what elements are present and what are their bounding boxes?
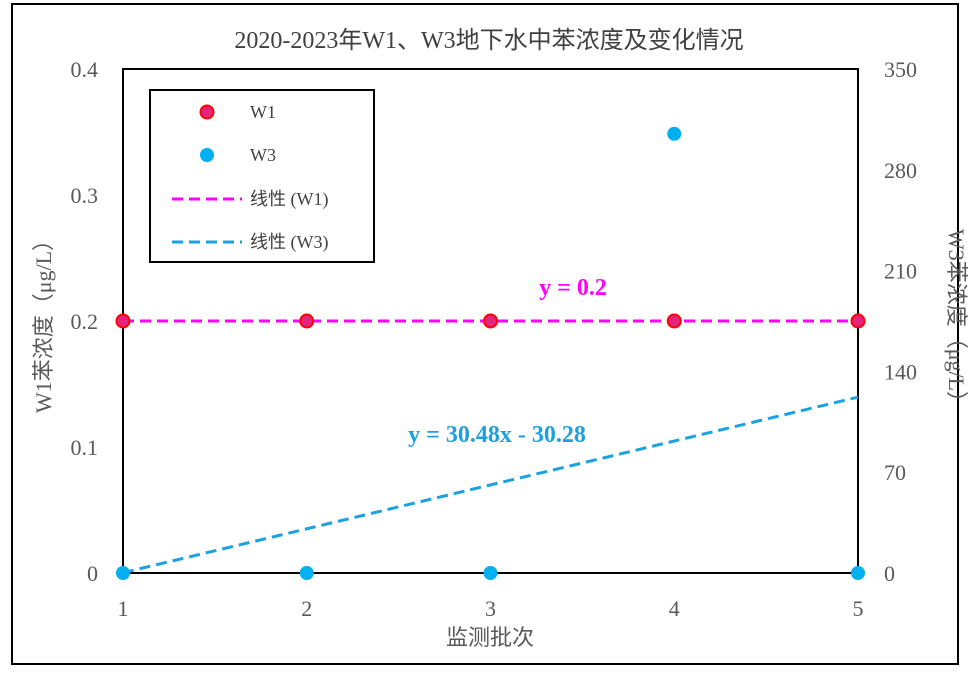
data-point-w1: [666, 313, 682, 329]
y-axis-right-title: W3苯浓度（μg/L）: [944, 229, 968, 413]
y-right-tick-label: 210: [884, 259, 917, 284]
data-point-w1: [115, 313, 131, 329]
legend-label-trend-w1: 线性 (W1): [250, 189, 328, 210]
data-point-w3: [483, 566, 498, 580]
chart-title: 2020-2023年W1、W3地下水中苯浓度及变化情况: [234, 27, 743, 54]
y-left-tick-label: 0.2: [71, 309, 99, 334]
data-point-w3: [299, 566, 314, 580]
y-left-tick-label: 0.1: [71, 435, 99, 460]
trendline-equation-w3: y = 30.48x - 30.28: [408, 422, 586, 448]
x-tick-label: 5: [853, 596, 864, 621]
trendline-w3: [122, 395, 859, 575]
data-point-w1: [299, 313, 315, 329]
legend-marker-w3: [200, 148, 214, 162]
data-point-w3: [667, 126, 682, 141]
y-right-tick-label: 70: [884, 460, 906, 485]
legend: W1 W3 线性 (W1) 线性 (W3): [149, 89, 375, 263]
data-points: [115, 126, 866, 580]
data-point-w3: [116, 566, 130, 580]
y-left-tick-label: 0.4: [71, 57, 99, 82]
x-tick-label: 2: [301, 596, 312, 621]
y-right-tick-label: 0: [884, 561, 895, 586]
y-right-tick-label: 350: [884, 57, 917, 82]
y-right-tick-label: 280: [884, 158, 917, 183]
legend-label-w1: W1: [250, 102, 276, 122]
x-axis-title: 监测批次: [446, 625, 534, 650]
trendline-equation-w1: y = 0.2: [539, 275, 607, 301]
y-left-tick-label: 0.3: [71, 183, 99, 208]
x-tick-label: 1: [118, 596, 129, 621]
y-left-tick-label: 0: [87, 561, 98, 586]
legend-marker-w1: [199, 104, 215, 120]
data-point-w1: [850, 313, 866, 329]
legend-label-w3: W3: [250, 145, 276, 165]
legend-label-trend-w3: 线性 (W3): [250, 232, 328, 253]
data-point-w3: [851, 566, 865, 580]
y-axis-left-title: W1苯浓度（μg/L）: [31, 229, 56, 413]
x-tick-label: 3: [485, 596, 496, 621]
data-point-w1: [483, 313, 498, 329]
y-right-tick-label: 140: [884, 359, 917, 384]
legend-box: [149, 89, 375, 263]
x-tick-label: 4: [669, 596, 680, 621]
